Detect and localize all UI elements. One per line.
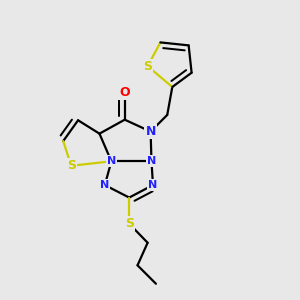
Text: N: N <box>107 156 116 166</box>
Text: O: O <box>119 85 130 98</box>
Text: S: S <box>125 217 134 230</box>
Text: N: N <box>147 156 156 166</box>
Text: N: N <box>146 125 156 138</box>
Text: N: N <box>100 180 110 190</box>
Text: N: N <box>148 180 158 190</box>
Text: S: S <box>143 60 152 73</box>
Text: S: S <box>67 159 76 172</box>
